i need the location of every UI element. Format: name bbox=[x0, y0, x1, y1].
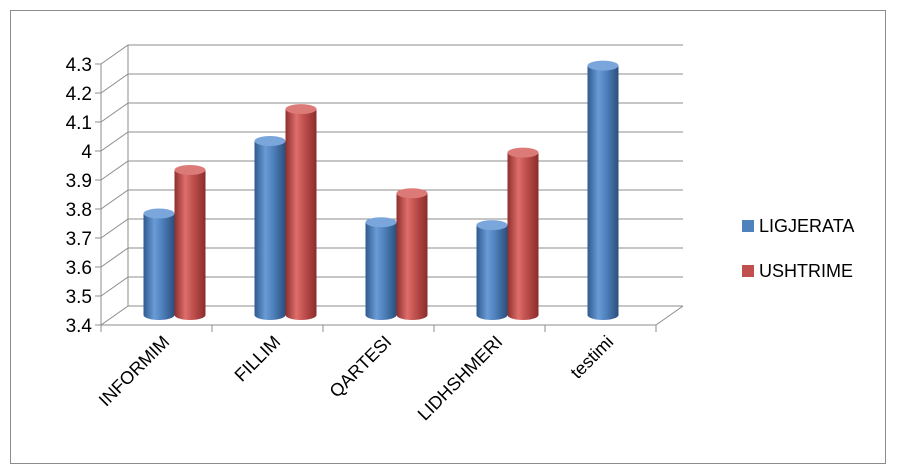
x-tick-label: INFORMIM bbox=[95, 332, 173, 410]
bar-top bbox=[143, 208, 175, 219]
bar-body bbox=[507, 152, 539, 320]
y-tick-label: 4.3 bbox=[66, 55, 92, 76]
legend-label: USHTRIME bbox=[759, 261, 853, 281]
gridline-side bbox=[100, 247, 129, 268]
gridline-side bbox=[100, 102, 129, 123]
axes bbox=[95, 45, 684, 332]
bar-ligjerata bbox=[365, 217, 397, 320]
y-tick-label: 4.2 bbox=[66, 84, 92, 105]
bar-body bbox=[254, 141, 286, 320]
bar-top bbox=[174, 165, 206, 175]
y-tick-label: 3.9 bbox=[66, 171, 92, 192]
bars bbox=[143, 60, 619, 320]
bar-top bbox=[254, 136, 286, 146]
x-tick-label: QARTESI bbox=[326, 332, 396, 402]
gridline-side bbox=[100, 276, 129, 297]
y-tick-label: 3.7 bbox=[66, 229, 92, 250]
bar-top bbox=[476, 220, 508, 231]
gridline-side bbox=[100, 44, 129, 65]
x-tick-label: testimi bbox=[566, 332, 617, 383]
gridline-side bbox=[100, 218, 129, 239]
gridline-side bbox=[100, 305, 129, 326]
bar-ligjerata bbox=[587, 60, 619, 320]
gridline-side bbox=[100, 160, 129, 181]
bar-ligjerata bbox=[143, 208, 175, 320]
y-tick-label: 3.5 bbox=[66, 287, 92, 308]
legend-swatch bbox=[742, 220, 754, 232]
bar-top bbox=[365, 217, 397, 228]
bar-body bbox=[476, 225, 508, 320]
bar-top bbox=[285, 104, 317, 115]
bar-ushtrime bbox=[174, 165, 206, 320]
gridline-side bbox=[100, 189, 129, 210]
bar-ushtrime bbox=[396, 188, 428, 320]
legend-label: LIGJERATA bbox=[759, 216, 854, 236]
bar-body bbox=[174, 170, 206, 320]
legend: LIGJERATA USHTRIME bbox=[742, 216, 854, 281]
bar-ushtrime bbox=[285, 104, 317, 320]
bar-top bbox=[587, 60, 619, 71]
bar-top bbox=[507, 147, 539, 158]
bar-top bbox=[396, 188, 428, 199]
y-tick-label: 4 bbox=[81, 142, 92, 163]
legend-swatch bbox=[742, 265, 754, 277]
gridline-side bbox=[100, 131, 129, 152]
y-tick-label: 4.1 bbox=[66, 113, 92, 134]
bar-body bbox=[285, 109, 317, 320]
bar-ushtrime bbox=[507, 147, 539, 320]
bar-body bbox=[365, 222, 397, 320]
bar-ligjerata bbox=[476, 220, 508, 320]
x-tick-label: FILLIM bbox=[231, 332, 285, 386]
floor-right-edge bbox=[655, 305, 684, 326]
bar-body bbox=[143, 213, 175, 320]
x-tick-label: LIDHSHMERI bbox=[414, 332, 507, 425]
y-tick-label: 3.6 bbox=[66, 258, 92, 279]
bar-body bbox=[587, 65, 619, 320]
bar-ligjerata bbox=[254, 136, 286, 320]
gridline-side bbox=[100, 73, 129, 94]
bar-body bbox=[396, 193, 428, 320]
y-tick-label: 3.4 bbox=[66, 316, 93, 337]
y-tick-label: 3.8 bbox=[66, 200, 92, 221]
